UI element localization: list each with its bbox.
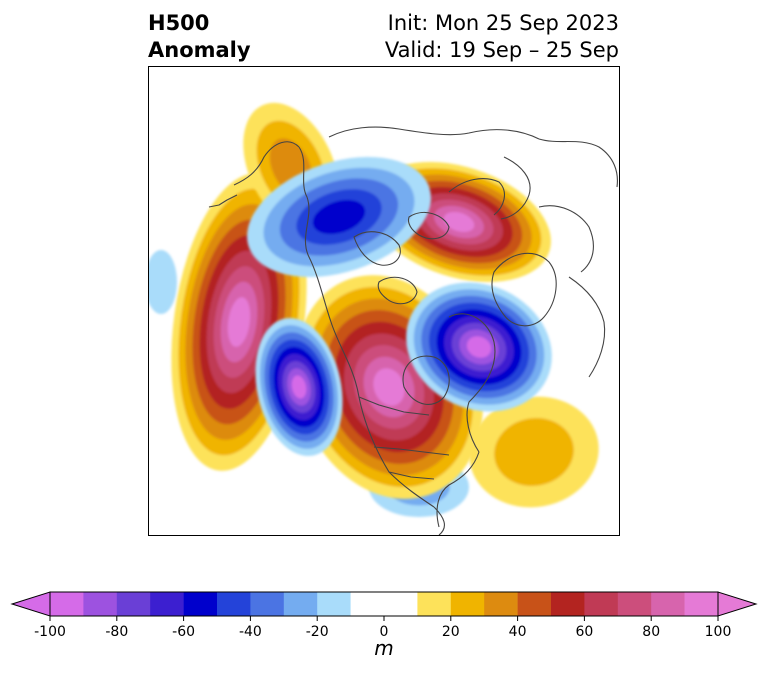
positive-anomaly-north-atlantic — [469, 396, 599, 508]
colorbar-tick-label: 100 — [705, 624, 732, 640]
colorbar-unit-label: m — [374, 636, 394, 660]
negative-anomaly-west-coast-us-contour-9 — [291, 375, 307, 399]
coastline-segment-5 — [407, 212, 450, 240]
positive-anomaly-canada-contour-9 — [373, 368, 405, 406]
colorbar-swatch-7 — [250, 592, 285, 616]
colorbar-swatch-16 — [551, 592, 585, 616]
coastline-segment-20 — [388, 471, 435, 480]
colorbar-tick-label: -80 — [105, 624, 128, 640]
negative-anomaly-north-atlantic — [406, 282, 552, 412]
colorbar-swatch-2 — [83, 592, 118, 616]
colorbar-swatch-6 — [217, 592, 251, 616]
colorbar-swatch-11 — [384, 592, 418, 616]
colorbar-svg: -100 -80 -60 -40 -20 0 20 40 60 80 100 — [10, 591, 758, 640]
colorbar-swatch-3 — [116, 592, 151, 616]
colorbar-swatch-8 — [283, 592, 318, 616]
colorbar-extend-high — [717, 591, 758, 617]
coastline-segment-15 — [568, 276, 606, 378]
negative-anomaly-west-pacific — [149, 250, 177, 314]
coastline-segment-2 — [233, 141, 300, 186]
positive-anomaly-canada — [295, 275, 483, 499]
colorbar-tick-label: -60 — [172, 624, 195, 640]
chart-title: H500 Anomaly — [148, 10, 251, 64]
anomaly-fills — [149, 102, 599, 517]
colorbar-swatch-10 — [350, 592, 385, 616]
colorbar-tick-label: 0 — [380, 624, 389, 640]
coastline-segment-3 — [208, 194, 238, 208]
colorbar-swatch-4 — [150, 592, 184, 616]
positive-anomaly-north-pacific-contour-9 — [227, 297, 251, 347]
positive-anomaly-northern-europe-contour-9 — [443, 211, 475, 233]
positive-anomaly-north-atlantic-contour-2 — [494, 417, 574, 487]
coastline-segment-18 — [358, 396, 430, 416]
coastline-segment-13 — [500, 156, 531, 220]
colorbar-swatch-14 — [484, 592, 518, 616]
colorbar-swatch-15 — [517, 592, 552, 616]
title-line-1: H500 — [148, 11, 210, 35]
coastline-segment-9 — [491, 252, 557, 327]
colorbar-tick-label: 60 — [575, 624, 593, 640]
coastline-segment-4 — [353, 231, 401, 266]
coastline-segment-1 — [298, 146, 435, 508]
colorbar-swatch-5 — [183, 592, 218, 616]
negative-anomaly-arctic — [247, 157, 431, 277]
coastline-segment-12 — [448, 178, 505, 216]
colorbar-tick-label: -40 — [239, 624, 262, 640]
coastline-segment-17 — [538, 138, 618, 188]
colorbar-swatch-17 — [584, 592, 619, 616]
colorbar-swatch-20 — [684, 592, 719, 616]
coastline-segment-8 — [448, 313, 496, 453]
colorbar-swatch-19 — [651, 592, 685, 616]
negative-anomaly-arctic-contour-5 — [312, 199, 366, 235]
coastline-segment-16 — [328, 126, 540, 140]
valid-date: Valid: 19 Sep – 25 Sep — [384, 38, 619, 62]
date-info: Init: Mon 25 Sep 2023 Valid: 19 Sep – 25… — [385, 10, 619, 64]
negative-anomaly-west-coast-us — [255, 317, 343, 457]
colorbar-swatch-18 — [617, 592, 652, 616]
coastline-segment-11 — [433, 506, 445, 535]
coastline-segment-7 — [402, 355, 450, 405]
colorbar-tick-label: -100 — [34, 624, 66, 640]
positive-anomaly-northern-europe — [367, 162, 551, 282]
colorbar-tick-label: 80 — [642, 624, 660, 640]
anomaly-map — [148, 66, 620, 536]
coastline-segment-14 — [538, 205, 594, 273]
init-date: Init: Mon 25 Sep 2023 — [387, 11, 619, 35]
colorbar-swatch-13 — [450, 592, 485, 616]
colorbar-swatch-9 — [317, 592, 351, 616]
colorbar-tick-label: 20 — [442, 624, 460, 640]
colorbar-swatch-1 — [50, 592, 84, 616]
colorbar-extend-low — [10, 591, 51, 617]
negative-anomaly-west-pacific-contour-1 — [149, 250, 177, 314]
colorbar-swatch-12 — [417, 592, 452, 616]
coastlines — [208, 126, 618, 535]
map-canvas — [149, 102, 618, 535]
colorbar: -100 -80 -60 -40 -20 0 20 40 60 80 100 — [10, 590, 758, 670]
coastline-segment-19 — [373, 446, 450, 456]
colorbar-tick-label: -20 — [306, 624, 329, 640]
negative-anomaly-north-atlantic-contour-9 — [466, 336, 492, 358]
title-line-2: Anomaly — [148, 38, 251, 62]
colorbar-tick-label: 40 — [509, 624, 527, 640]
coastline-segment-6 — [377, 276, 418, 305]
